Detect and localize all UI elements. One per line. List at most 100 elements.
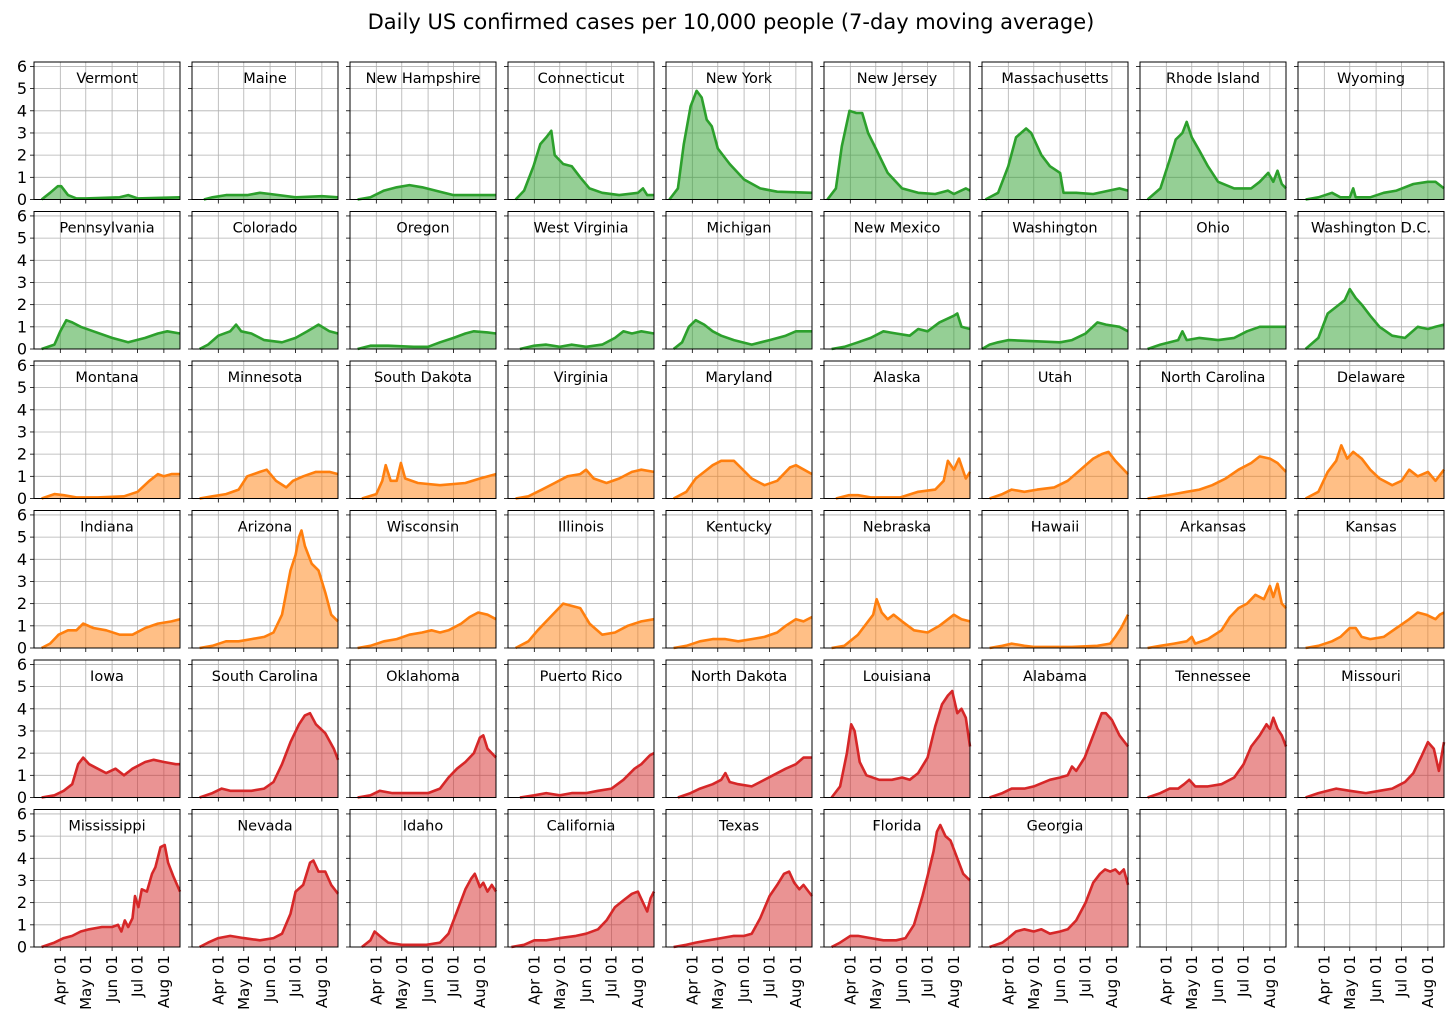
panel-frame — [349, 510, 497, 649]
series-line — [981, 321, 1129, 351]
panel: 0 1 2 3 4 5 6 Pennsylvania — [17, 206, 181, 359]
series-line — [1147, 325, 1286, 351]
y-tick-label: 3 — [17, 422, 27, 441]
x-tick-label: May 01 — [551, 955, 569, 1010]
series-line — [831, 312, 971, 351]
y-tick-label: 1 — [17, 915, 27, 934]
x-tick-label: Jun 01 — [1367, 955, 1385, 1003]
panel-frame — [981, 809, 1129, 948]
series-line — [41, 617, 181, 650]
series-area — [831, 691, 970, 798]
series-line — [673, 870, 814, 949]
series-line — [989, 711, 1130, 799]
series-line — [41, 472, 180, 500]
series-area — [519, 753, 654, 798]
y-tick-label: 1 — [17, 317, 27, 336]
series-line — [677, 756, 812, 799]
x-tick-label: Apr 01 — [1157, 955, 1175, 1005]
y-tick-label: 6 — [17, 206, 27, 225]
series-area — [199, 713, 338, 798]
panel-frame — [1297, 360, 1445, 499]
series-area — [41, 474, 180, 499]
series-line — [668, 89, 813, 201]
panel-frame — [823, 211, 971, 350]
series-line — [514, 129, 654, 201]
y-tick-label: 6 — [17, 804, 27, 823]
x-tick-label: Jun 01 — [419, 955, 437, 1003]
panel: Maryland — [662, 360, 813, 503]
y-tick-label: 5 — [17, 528, 27, 547]
panel: Hawaii — [978, 510, 1130, 652]
x-tick-label: Jul 01 — [1235, 955, 1253, 998]
series-line — [357, 734, 497, 799]
series-area — [1147, 121, 1286, 200]
panel: Kentucky — [662, 510, 813, 652]
series-area — [1305, 612, 1444, 648]
series-area — [515, 469, 654, 499]
y-tick-label: 0 — [17, 938, 27, 957]
panel: Wisconsin — [346, 510, 497, 652]
panel-title: Vermont — [76, 71, 138, 87]
y-tick-label: 0 — [17, 639, 27, 658]
panel-frame — [191, 659, 339, 798]
x-tick-label: May 01 — [393, 955, 411, 1010]
y-tick-label: 6 — [17, 57, 27, 76]
y-tick-label: 6 — [17, 356, 27, 375]
panel-title: South Carolina — [212, 669, 318, 685]
panel-frame — [507, 61, 655, 200]
x-tick-label: Apr 01 — [525, 955, 543, 1005]
series-area — [357, 612, 496, 648]
panel-frame — [1139, 360, 1287, 499]
series-area — [1147, 326, 1286, 349]
x-tick-label: Jul 01 — [1077, 955, 1095, 998]
panel: Ohio — [1136, 211, 1287, 353]
panel-title: Puerto Rico — [540, 669, 623, 685]
panel-frame — [823, 360, 971, 499]
panel-title: Virginia — [554, 370, 609, 386]
panel-title: Utah — [1038, 370, 1072, 386]
panel: Alabama — [978, 659, 1130, 802]
x-tick-label: Jul 01 — [761, 955, 779, 998]
panel-frame — [507, 510, 655, 649]
series-line — [835, 457, 972, 500]
series-line — [199, 529, 339, 650]
panel-frame — [1297, 211, 1445, 350]
y-tick-label: 0 — [17, 340, 27, 359]
panel: Arkansas — [1136, 510, 1287, 652]
panel: Apr 01 May 01 Jun 01 Jul 01 Aug 01 Florida — [820, 809, 971, 1010]
panel-title: Wisconsin — [387, 520, 459, 536]
panel: Apr 01 May 01 Jun 01 Jul 01 Aug 01 Texas — [662, 809, 814, 1010]
x-tick-label: Jul 01 — [287, 955, 305, 998]
panel-frame — [191, 809, 339, 948]
panel-title: Nebraska — [863, 520, 931, 536]
y-tick-label: 4 — [17, 101, 27, 120]
panel-title: Arkansas — [1180, 520, 1246, 536]
panel: Massachusetts — [978, 61, 1129, 204]
series-area — [1147, 717, 1286, 798]
series-line — [1146, 120, 1287, 201]
panel-frame — [1297, 61, 1445, 200]
x-tick-label: Apr 01 — [209, 955, 227, 1005]
x-tick-label: May 01 — [867, 955, 885, 1010]
panel: Michigan — [662, 211, 813, 353]
series-area — [1305, 742, 1444, 798]
panel-title: Maryland — [705, 370, 772, 386]
panel: West Virginia — [504, 211, 655, 353]
panel-title: New Jersey — [857, 71, 938, 87]
x-tick-label: May 01 — [1341, 955, 1359, 1010]
panel-title: New York — [706, 71, 773, 87]
series-line — [519, 751, 655, 799]
panel: Oregon — [346, 211, 497, 353]
panel: Delaware — [1294, 360, 1446, 503]
series-line — [984, 127, 1129, 201]
panel: Illinois — [504, 510, 655, 652]
panel-title: North Carolina — [1161, 370, 1266, 386]
panel: Puerto Rico — [504, 659, 655, 802]
panel-title: Ohio — [1196, 221, 1230, 237]
panel-title: Texas — [718, 819, 759, 835]
panel-frame — [33, 360, 181, 499]
x-tick-label: Jul 01 — [129, 955, 147, 998]
chart-title: Daily US confirmed cases per 10,000 peop… — [368, 10, 1095, 34]
series-area — [515, 603, 654, 648]
series-line — [1304, 287, 1445, 350]
